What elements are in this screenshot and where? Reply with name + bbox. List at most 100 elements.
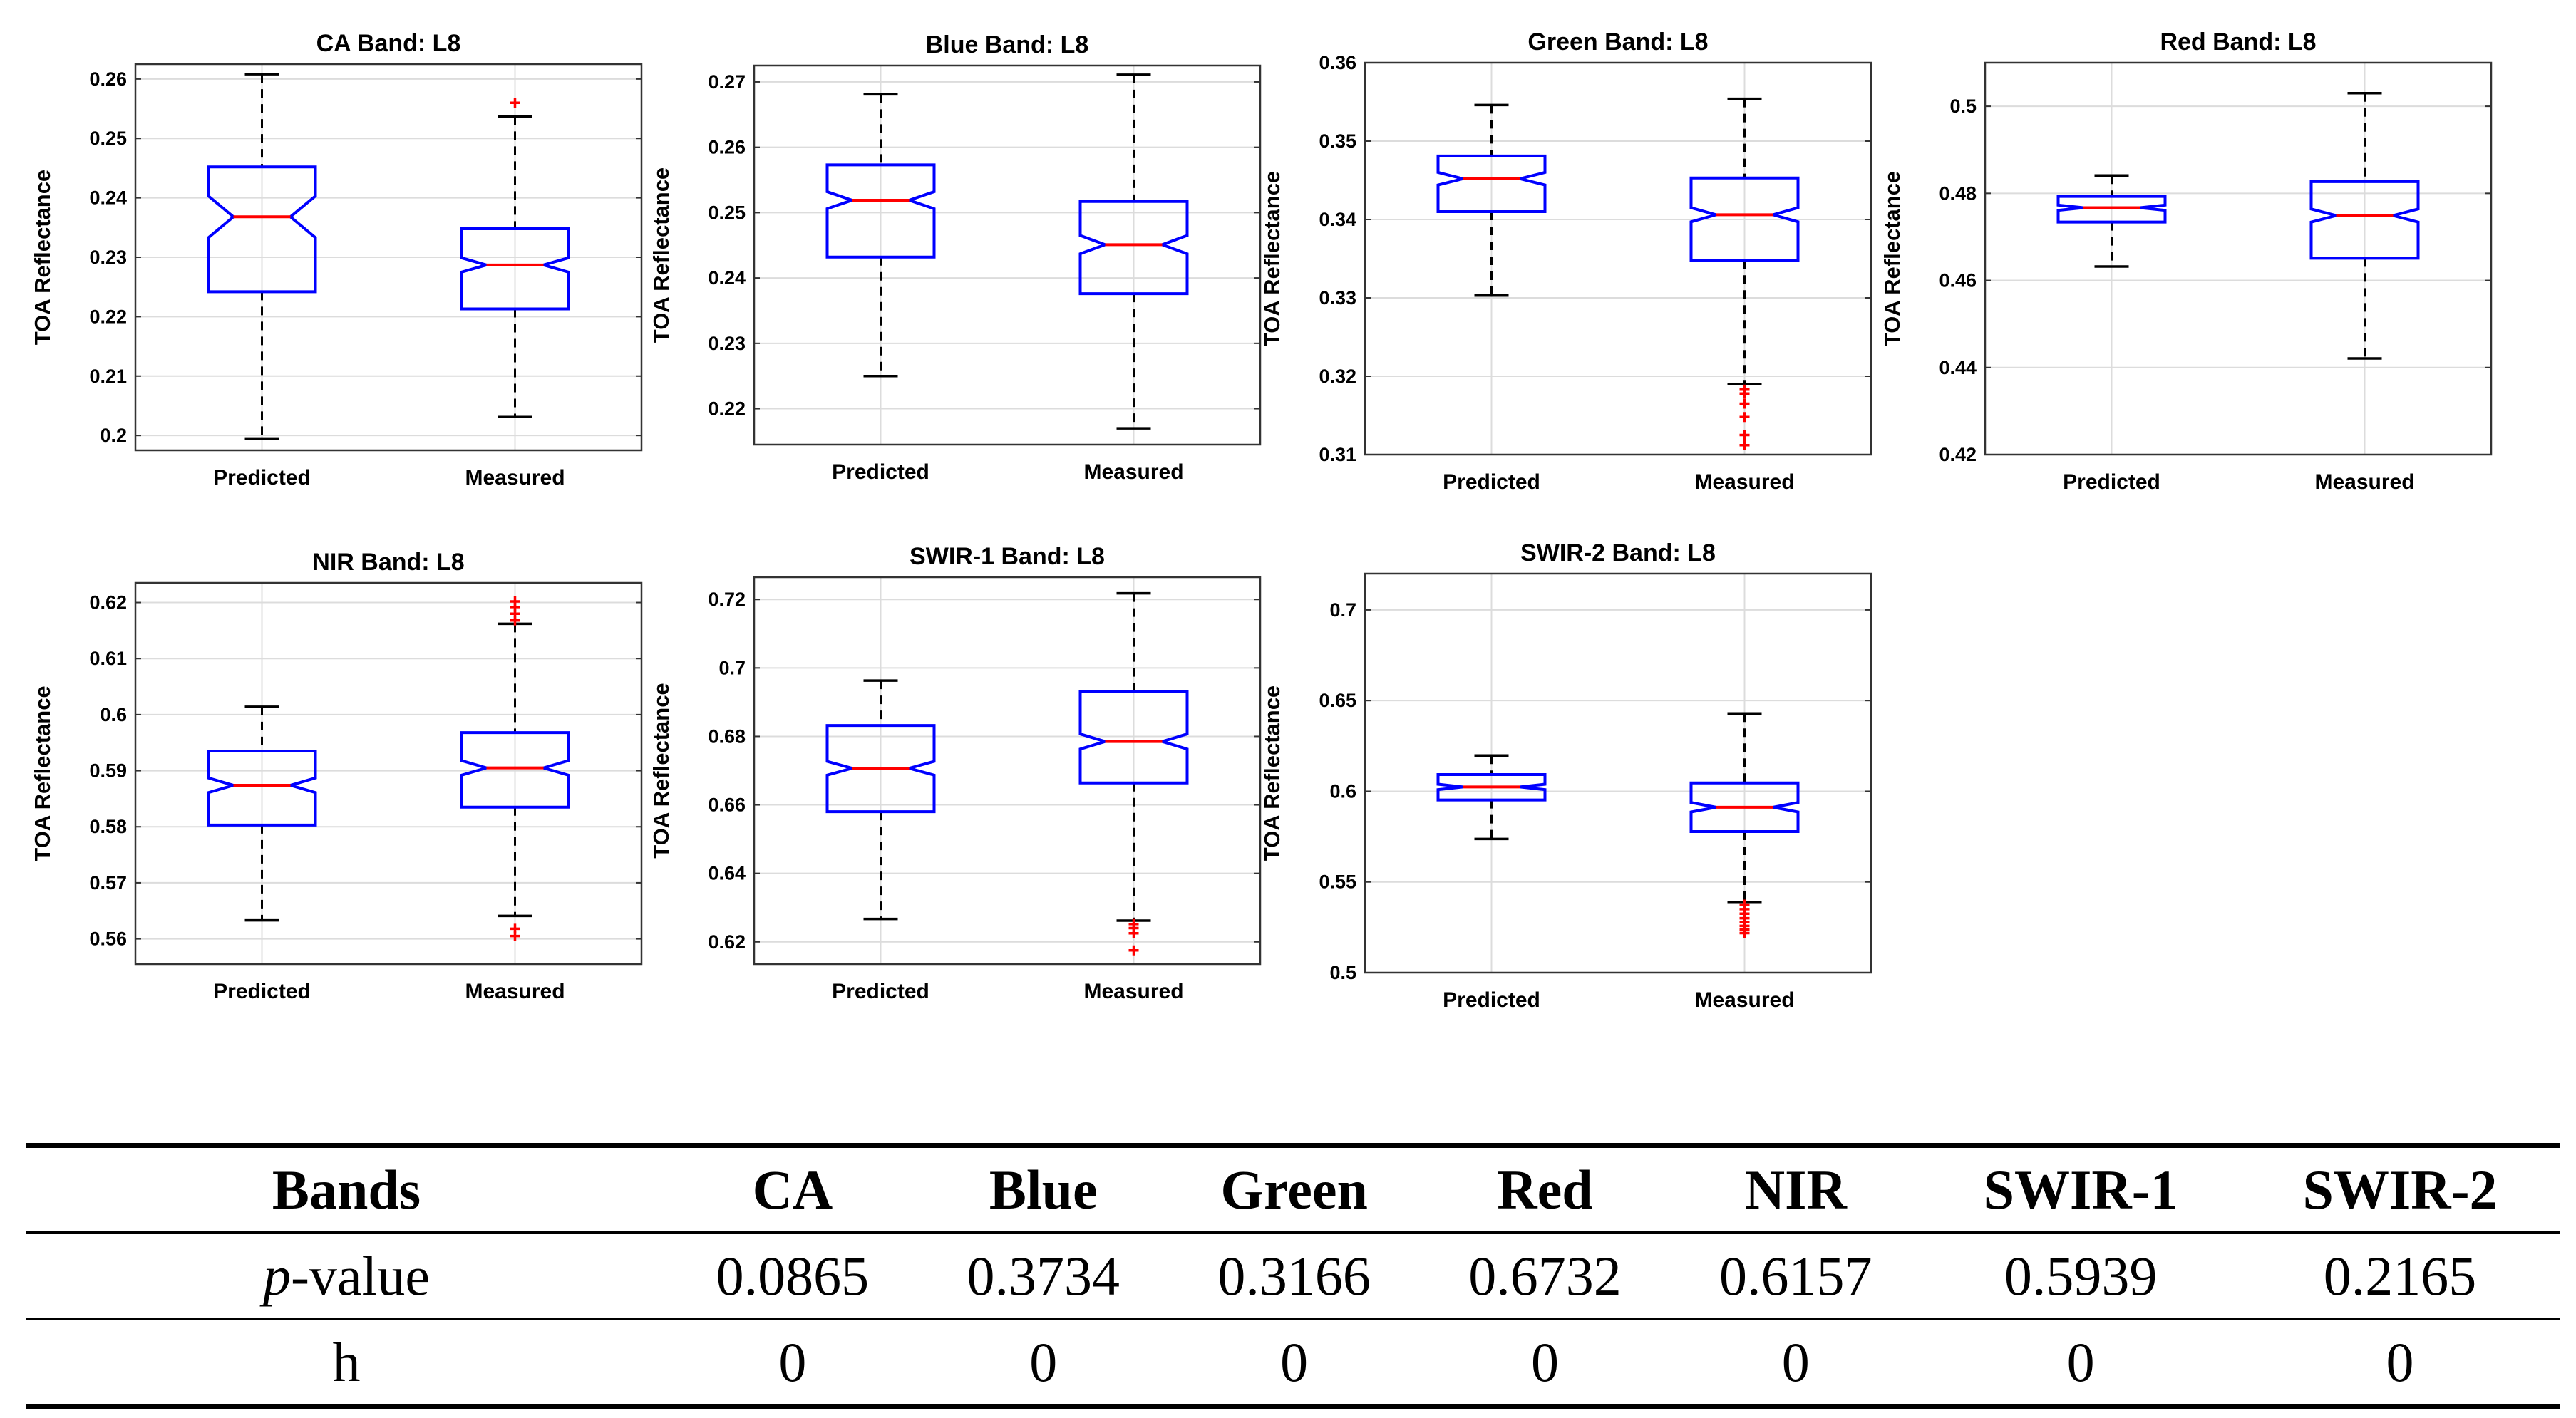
x-tick-label: Predicted (832, 460, 929, 484)
y-tick-label: 0.33 (1319, 287, 1356, 309)
y-tick-label: 0.24 (89, 187, 127, 209)
notched-box (2309, 180, 2420, 260)
p-value-label: p-value (263, 1245, 430, 1307)
x-tick-label: Measured (2314, 470, 2414, 494)
notched-box (825, 163, 936, 259)
y-tick-label: 0.22 (89, 306, 127, 327)
y-tick-label: 0.72 (708, 589, 746, 610)
y-tick-label: 0.46 (1939, 270, 1977, 291)
y-axis-label: TOA Reflectance (649, 683, 674, 858)
y-tick-label: 0.5 (1329, 962, 1356, 983)
y-tick-label: 0.27 (708, 71, 746, 93)
y-axis-label: TOA Reflectance (1259, 685, 1284, 861)
y-tick-label: 0.48 (1939, 182, 1977, 204)
h-cell: 0 (1781, 1331, 1810, 1393)
plot-frame (1984, 61, 2493, 456)
x-tick-label: Measured (1083, 460, 1183, 484)
chart-title: SWIR-2 Band: L8 (1520, 539, 1716, 566)
y-tick-label: 0.35 (1319, 130, 1356, 152)
col-header-green: Green (1220, 1159, 1368, 1221)
outlier-marker (1739, 388, 1750, 399)
notched-box (1689, 176, 1800, 262)
y-tick-label: 0.36 (1319, 52, 1356, 73)
x-tick-label: Predicted (213, 466, 311, 490)
col-header-swir1: SWIR-1 (1983, 1159, 2178, 1221)
p-value-cell: 0.6732 (1468, 1245, 1622, 1307)
y-tick-label: 0.58 (89, 816, 127, 837)
y-tick-label: 0.42 (1939, 444, 1977, 465)
notched-box (207, 165, 317, 294)
h-cell: 0 (1280, 1331, 1309, 1393)
y-tick-label: 0.23 (89, 247, 127, 268)
x-tick-label: Predicted (1443, 988, 1540, 1012)
notched-box (1436, 773, 1547, 802)
p-value-cell: 0.0865 (716, 1245, 870, 1307)
statistics-table: Bands CA Blue Green Red NIR SWIR-1 SWIR-… (26, 1143, 2560, 1409)
y-tick-label: 0.7 (1329, 599, 1356, 621)
y-tick-label: 0.7 (718, 657, 746, 678)
notched-box (207, 750, 317, 827)
outlier-marker (510, 923, 520, 934)
notched-box (460, 731, 570, 809)
chart-title: Blue Band: L8 (926, 31, 1089, 58)
boxplot-panel: 0.22 0.23 0.24 0.25 0.26 0.27 Blue Band: L8 TOA… (649, 31, 1262, 484)
x-tick-label: Measured (1694, 470, 1794, 494)
plot-frame (134, 581, 643, 966)
outlier-marker (1739, 430, 1750, 440)
col-header-ca: CA (752, 1159, 833, 1221)
y-tick-label: 0.62 (89, 592, 127, 614)
chart-title: NIR Band: L8 (312, 549, 464, 576)
p-value-cell: 0.3166 (1217, 1245, 1371, 1307)
notched-box (1078, 690, 1189, 785)
outlier-marker (510, 596, 520, 606)
y-tick-label: 0.2 (100, 425, 127, 446)
x-tick-label: Measured (1694, 988, 1794, 1012)
y-tick-label: 0.56 (89, 928, 127, 950)
y-tick-label: 0.5 (1949, 95, 1977, 117)
p-value-cell: 0.5939 (2004, 1245, 2158, 1307)
chart-title: CA Band: L8 (316, 30, 461, 57)
notched-box (1436, 154, 1547, 213)
p-value-cell: 0.6157 (1719, 1245, 1872, 1307)
y-tick-label: 0.65 (1319, 690, 1356, 711)
y-tick-label: 0.66 (708, 795, 746, 816)
y-tick-label: 0.57 (89, 872, 127, 894)
y-tick-label: 0.23 (708, 333, 746, 354)
y-tick-label: 0.24 (708, 267, 746, 289)
notched-box (2056, 195, 2167, 224)
x-tick-label: Predicted (832, 980, 929, 1003)
x-tick-label: Predicted (213, 980, 311, 1003)
bands-header: Bands (272, 1159, 421, 1221)
col-header-swir2: SWIR-2 (2302, 1159, 2498, 1221)
x-tick-label: Measured (465, 466, 565, 490)
plot-frame (1364, 572, 1872, 974)
p-value-row: p-value 0.0865 0.3734 0.3166 0.6732 0.61… (26, 1233, 2560, 1319)
outlier-marker (1128, 945, 1139, 956)
y-axis-label: TOA Reflectance (30, 685, 55, 861)
h-cell: 0 (778, 1331, 807, 1393)
col-header-nir: NIR (1744, 1159, 1847, 1221)
y-tick-label: 0.26 (708, 137, 746, 158)
h-cell: 0 (1530, 1331, 1559, 1393)
y-tick-label: 0.6 (100, 704, 127, 725)
y-tick-label: 0.59 (89, 760, 127, 782)
p-value-cell: 0.2165 (2323, 1245, 2477, 1307)
h-cell: 0 (1029, 1331, 1058, 1393)
p-value-cell: 0.3734 (967, 1245, 1120, 1307)
outlier-marker (1739, 440, 1750, 450)
col-header-blue: Blue (989, 1159, 1098, 1221)
y-tick-label: 0.25 (89, 128, 127, 149)
boxplot-panel: 0.2 0.21 0.22 0.23 0.24 0.25 0.26 CA Band: L8 TO… (30, 30, 643, 490)
x-tick-label: Measured (465, 980, 565, 1003)
y-tick-label: 0.22 (708, 398, 746, 420)
boxplot-panel: 0.62 0.64 0.66 0.68 0.7 0.72 SWIR-1 Band: L8 TO… (649, 543, 1262, 1003)
y-axis-label: TOA Reflectance (1259, 171, 1284, 346)
y-axis-label: TOA Reflectance (30, 170, 55, 345)
notched-box (1078, 200, 1189, 296)
y-tick-label: 0.31 (1319, 444, 1356, 465)
h-cell: 0 (2066, 1331, 2095, 1393)
outlier-marker (510, 98, 520, 108)
h-label: h (332, 1331, 361, 1393)
chart-title: Red Band: L8 (2160, 29, 2316, 56)
boxplot-panel: 0.31 0.32 0.33 0.34 0.35 0.36 Green Band: L8 TO… (1259, 29, 1872, 494)
